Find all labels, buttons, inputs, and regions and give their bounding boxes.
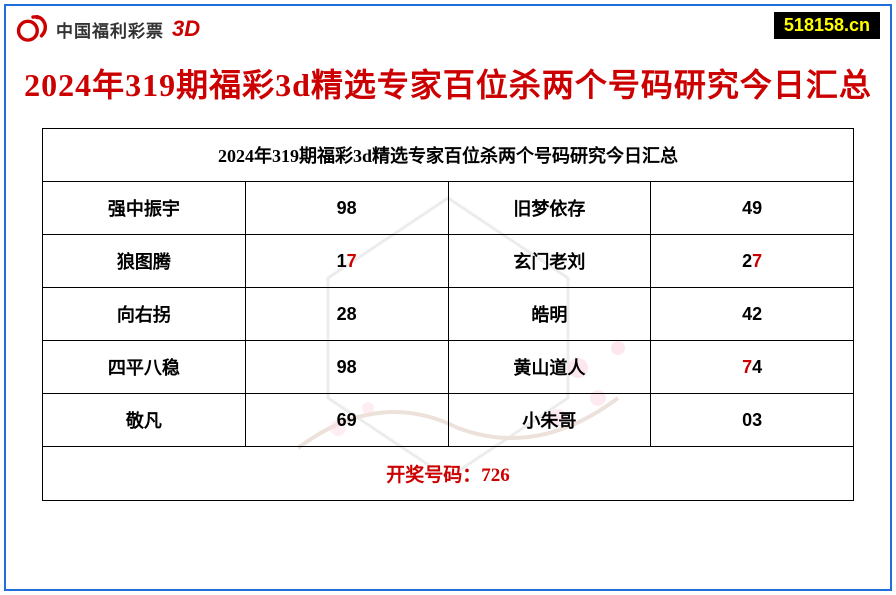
number-cell: 98 <box>245 341 448 394</box>
table-row: 四平八稳98黄山道人74 <box>43 341 854 394</box>
expert-name: 敬凡 <box>43 394 246 447</box>
number-cell: 49 <box>651 182 854 235</box>
header: 中国福利彩票 3D 518158.cn <box>6 6 890 46</box>
table-row: 敬凡69小朱哥03 <box>43 394 854 447</box>
number-cell: 69 <box>245 394 448 447</box>
number-cell: 28 <box>245 288 448 341</box>
number-cell: 42 <box>651 288 854 341</box>
lottery-logo-icon <box>16 12 50 46</box>
logo-block: 中国福利彩票 3D <box>16 12 200 46</box>
logo-3d: 3D <box>172 16 200 42</box>
number-cell: 98 <box>245 182 448 235</box>
result-cell: 开奖号码：726 <box>43 447 854 501</box>
number-cell: 27 <box>651 235 854 288</box>
result-value: 726 <box>481 465 510 486</box>
expert-name: 黄山道人 <box>448 341 651 394</box>
logo-text: 中国福利彩票 <box>56 17 164 42</box>
outer-frame: 中国福利彩票 3D 518158.cn 2024年319期福彩3d精选专家百位杀… <box>4 4 892 591</box>
expert-name: 向右拐 <box>43 288 246 341</box>
expert-name: 四平八稳 <box>43 341 246 394</box>
expert-name: 小朱哥 <box>448 394 651 447</box>
expert-name: 强中振宇 <box>43 182 246 235</box>
result-row: 开奖号码：726 <box>43 447 854 501</box>
table-row: 狼图腾17玄门老刘27 <box>43 235 854 288</box>
table-caption: 2024年319期福彩3d精选专家百位杀两个号码研究今日汇总 <box>43 129 854 182</box>
table-row: 强中振宇98旧梦依存49 <box>43 182 854 235</box>
number-cell: 17 <box>245 235 448 288</box>
number-cell: 74 <box>651 341 854 394</box>
expert-name: 旧梦依存 <box>448 182 651 235</box>
result-label: 开奖号码： <box>386 465 481 486</box>
page-title: 2024年319期福彩3d精选专家百位杀两个号码研究今日汇总 <box>6 46 890 128</box>
data-table: 2024年319期福彩3d精选专家百位杀两个号码研究今日汇总 强中振宇98旧梦依… <box>42 128 854 501</box>
table-container: 2024年319期福彩3d精选专家百位杀两个号码研究今日汇总 强中振宇98旧梦依… <box>6 128 890 501</box>
table-row: 向右拐28皓明42 <box>43 288 854 341</box>
url-badge: 518158.cn <box>774 12 880 39</box>
expert-name: 皓明 <box>448 288 651 341</box>
expert-name: 狼图腾 <box>43 235 246 288</box>
number-cell: 03 <box>651 394 854 447</box>
expert-name: 玄门老刘 <box>448 235 651 288</box>
table-header-row: 2024年319期福彩3d精选专家百位杀两个号码研究今日汇总 <box>43 129 854 182</box>
